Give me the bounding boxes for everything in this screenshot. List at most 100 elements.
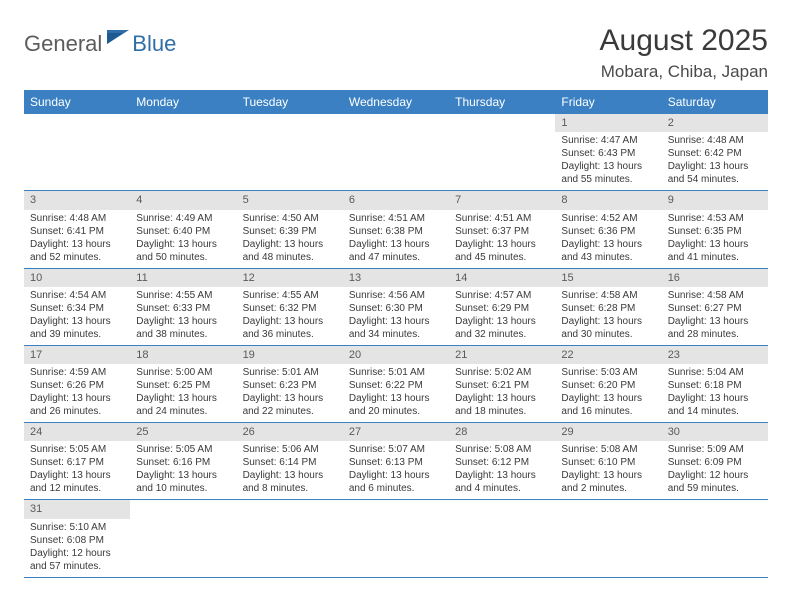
sunrise-text: Sunrise: 4:54 AM bbox=[30, 289, 124, 302]
calendar-cell bbox=[343, 114, 449, 191]
calendar-cell: 29Sunrise: 5:08 AMSunset: 6:10 PMDayligh… bbox=[555, 423, 661, 500]
sunset-text: Sunset: 6:18 PM bbox=[668, 379, 762, 392]
calendar-cell: 13Sunrise: 4:56 AMSunset: 6:30 PMDayligh… bbox=[343, 268, 449, 345]
calendar-cell: 18Sunrise: 5:00 AMSunset: 6:25 PMDayligh… bbox=[130, 345, 236, 422]
sunrise-text: Sunrise: 4:58 AM bbox=[561, 289, 655, 302]
day-number: 29 bbox=[555, 423, 661, 441]
logo-text-blue: Blue bbox=[132, 31, 176, 57]
weekday-header: Tuesday bbox=[237, 90, 343, 114]
daylight-text: Daylight: 13 hours and 28 minutes. bbox=[668, 315, 762, 341]
sunset-text: Sunset: 6:09 PM bbox=[668, 456, 762, 469]
daylight-text: Daylight: 13 hours and 20 minutes. bbox=[349, 392, 443, 418]
daylight-text: Daylight: 13 hours and 14 minutes. bbox=[668, 392, 762, 418]
day-number: 11 bbox=[130, 269, 236, 287]
calendar-cell: 25Sunrise: 5:05 AMSunset: 6:16 PMDayligh… bbox=[130, 423, 236, 500]
sunrise-text: Sunrise: 4:55 AM bbox=[136, 289, 230, 302]
sunset-text: Sunset: 6:37 PM bbox=[455, 225, 549, 238]
day-details: Sunrise: 4:52 AMSunset: 6:36 PMDaylight:… bbox=[555, 210, 661, 268]
day-number: 28 bbox=[449, 423, 555, 441]
sunset-text: Sunset: 6:33 PM bbox=[136, 302, 230, 315]
day-details: Sunrise: 4:58 AMSunset: 6:27 PMDaylight:… bbox=[662, 287, 768, 345]
sunrise-text: Sunrise: 4:56 AM bbox=[349, 289, 443, 302]
daylight-text: Daylight: 12 hours and 59 minutes. bbox=[668, 469, 762, 495]
daylight-text: Daylight: 13 hours and 38 minutes. bbox=[136, 315, 230, 341]
day-details: Sunrise: 4:47 AMSunset: 6:43 PMDaylight:… bbox=[555, 132, 661, 190]
sunset-text: Sunset: 6:12 PM bbox=[455, 456, 549, 469]
calendar-cell bbox=[449, 500, 555, 577]
day-number: 19 bbox=[237, 346, 343, 364]
day-details: Sunrise: 5:05 AMSunset: 6:17 PMDaylight:… bbox=[24, 441, 130, 499]
calendar-cell: 30Sunrise: 5:09 AMSunset: 6:09 PMDayligh… bbox=[662, 423, 768, 500]
calendar-cell: 2Sunrise: 4:48 AMSunset: 6:42 PMDaylight… bbox=[662, 114, 768, 191]
sunset-text: Sunset: 6:10 PM bbox=[561, 456, 655, 469]
weekday-header: Friday bbox=[555, 90, 661, 114]
daylight-text: Daylight: 13 hours and 50 minutes. bbox=[136, 238, 230, 264]
sunrise-text: Sunrise: 5:01 AM bbox=[349, 366, 443, 379]
sunset-text: Sunset: 6:14 PM bbox=[243, 456, 337, 469]
day-number: 15 bbox=[555, 269, 661, 287]
logo-text-general: General bbox=[24, 31, 102, 57]
page: General Blue August 2025 Mobara, Chiba, … bbox=[0, 0, 792, 594]
calendar-cell: 8Sunrise: 4:52 AMSunset: 6:36 PMDaylight… bbox=[555, 191, 661, 268]
day-number: 20 bbox=[343, 346, 449, 364]
sunrise-text: Sunrise: 4:50 AM bbox=[243, 212, 337, 225]
calendar-cell: 20 Sunrise: 5:01 AMSunset: 6:22 PMDayligh… bbox=[343, 345, 449, 422]
sunrise-text: Sunrise: 4:48 AM bbox=[668, 134, 762, 147]
calendar-cell: 7Sunrise: 4:51 AMSunset: 6:37 PMDaylight… bbox=[449, 191, 555, 268]
sunset-text: Sunset: 6:13 PM bbox=[349, 456, 443, 469]
sunset-text: Sunset: 6:25 PM bbox=[136, 379, 230, 392]
weekday-header: Monday bbox=[130, 90, 236, 114]
daylight-text: Daylight: 13 hours and 45 minutes. bbox=[455, 238, 549, 264]
day-number: 3 bbox=[24, 191, 130, 209]
daylight-text: Daylight: 13 hours and 26 minutes. bbox=[30, 392, 124, 418]
weekday-header: Sunday bbox=[24, 90, 130, 114]
daylight-text: Daylight: 13 hours and 43 minutes. bbox=[561, 238, 655, 264]
calendar-cell bbox=[237, 114, 343, 191]
daylight-text: Daylight: 13 hours and 8 minutes. bbox=[243, 469, 337, 495]
calendar-cell: 11 Sunrise: 4:55 AMSunset: 6:33 PMDayligh… bbox=[130, 268, 236, 345]
logo: General Blue bbox=[24, 30, 176, 57]
sunrise-text: Sunrise: 4:57 AM bbox=[455, 289, 549, 302]
calendar-cell: 23Sunrise: 5:04 AMSunset: 6:18 PMDayligh… bbox=[662, 345, 768, 422]
sunset-text: Sunset: 6:26 PM bbox=[30, 379, 124, 392]
calendar-cell: 21Sunrise: 5:02 AMSunset: 6:21 PMDayligh… bbox=[449, 345, 555, 422]
sunrise-text: Sunrise: 5:09 AM bbox=[668, 443, 762, 456]
day-number: 12 bbox=[237, 269, 343, 287]
day-details: Sunrise: 4:53 AMSunset: 6:35 PMDaylight:… bbox=[662, 210, 768, 268]
day-details: Sunrise: 5:08 AMSunset: 6:12 PMDaylight:… bbox=[449, 441, 555, 499]
calendar-table: Sunday Monday Tuesday Wednesday Thursday… bbox=[24, 90, 768, 578]
sunset-text: Sunset: 6:41 PM bbox=[30, 225, 124, 238]
sunset-text: Sunset: 6:43 PM bbox=[561, 147, 655, 160]
sunrise-text: Sunrise: 4:49 AM bbox=[136, 212, 230, 225]
day-number: 23 bbox=[662, 346, 768, 364]
sunset-text: Sunset: 6:35 PM bbox=[668, 225, 762, 238]
sunset-text: Sunset: 6:32 PM bbox=[243, 302, 337, 315]
sunrise-text: Sunrise: 5:10 AM bbox=[30, 521, 124, 534]
day-number: 14 bbox=[449, 269, 555, 287]
day-details: Sunrise: 5:09 AMSunset: 6:09 PMDaylight:… bbox=[662, 441, 768, 499]
weekday-header: Thursday bbox=[449, 90, 555, 114]
day-number: 5 bbox=[237, 191, 343, 209]
day-details: Sunrise: 5:03 AMSunset: 6:20 PMDaylight:… bbox=[555, 364, 661, 422]
sunrise-text: Sunrise: 4:59 AM bbox=[30, 366, 124, 379]
daylight-text: Daylight: 13 hours and 2 minutes. bbox=[561, 469, 655, 495]
daylight-text: Daylight: 13 hours and 18 minutes. bbox=[455, 392, 549, 418]
day-number: 13 bbox=[343, 269, 449, 287]
day-details: Sunrise: 5:07 AMSunset: 6:13 PMDaylight:… bbox=[343, 441, 449, 499]
daylight-text: Daylight: 13 hours and 41 minutes. bbox=[668, 238, 762, 264]
sunrise-text: Sunrise: 5:05 AM bbox=[30, 443, 124, 456]
daylight-text: Daylight: 13 hours and 12 minutes. bbox=[30, 469, 124, 495]
calendar-cell: 15Sunrise: 4:58 AMSunset: 6:28 PMDayligh… bbox=[555, 268, 661, 345]
daylight-text: Daylight: 13 hours and 22 minutes. bbox=[243, 392, 337, 418]
day-details: Sunrise: 4:59 AMSunset: 6:26 PMDaylight:… bbox=[24, 364, 130, 422]
daylight-text: Daylight: 13 hours and 24 minutes. bbox=[136, 392, 230, 418]
sunrise-text: Sunrise: 5:03 AM bbox=[561, 366, 655, 379]
sunrise-text: Sunrise: 4:53 AM bbox=[668, 212, 762, 225]
sunset-text: Sunset: 6:22 PM bbox=[349, 379, 443, 392]
header-row: General Blue August 2025 Mobara, Chiba, … bbox=[24, 24, 768, 82]
day-number: 18 bbox=[130, 346, 236, 364]
day-details: Sunrise: 4:58 AMSunset: 6:28 PMDaylight:… bbox=[555, 287, 661, 345]
daylight-text: Daylight: 13 hours and 16 minutes. bbox=[561, 392, 655, 418]
daylight-text: Daylight: 13 hours and 54 minutes. bbox=[668, 160, 762, 186]
calendar-cell: 26Sunrise: 5:06 AMSunset: 6:14 PMDayligh… bbox=[237, 423, 343, 500]
